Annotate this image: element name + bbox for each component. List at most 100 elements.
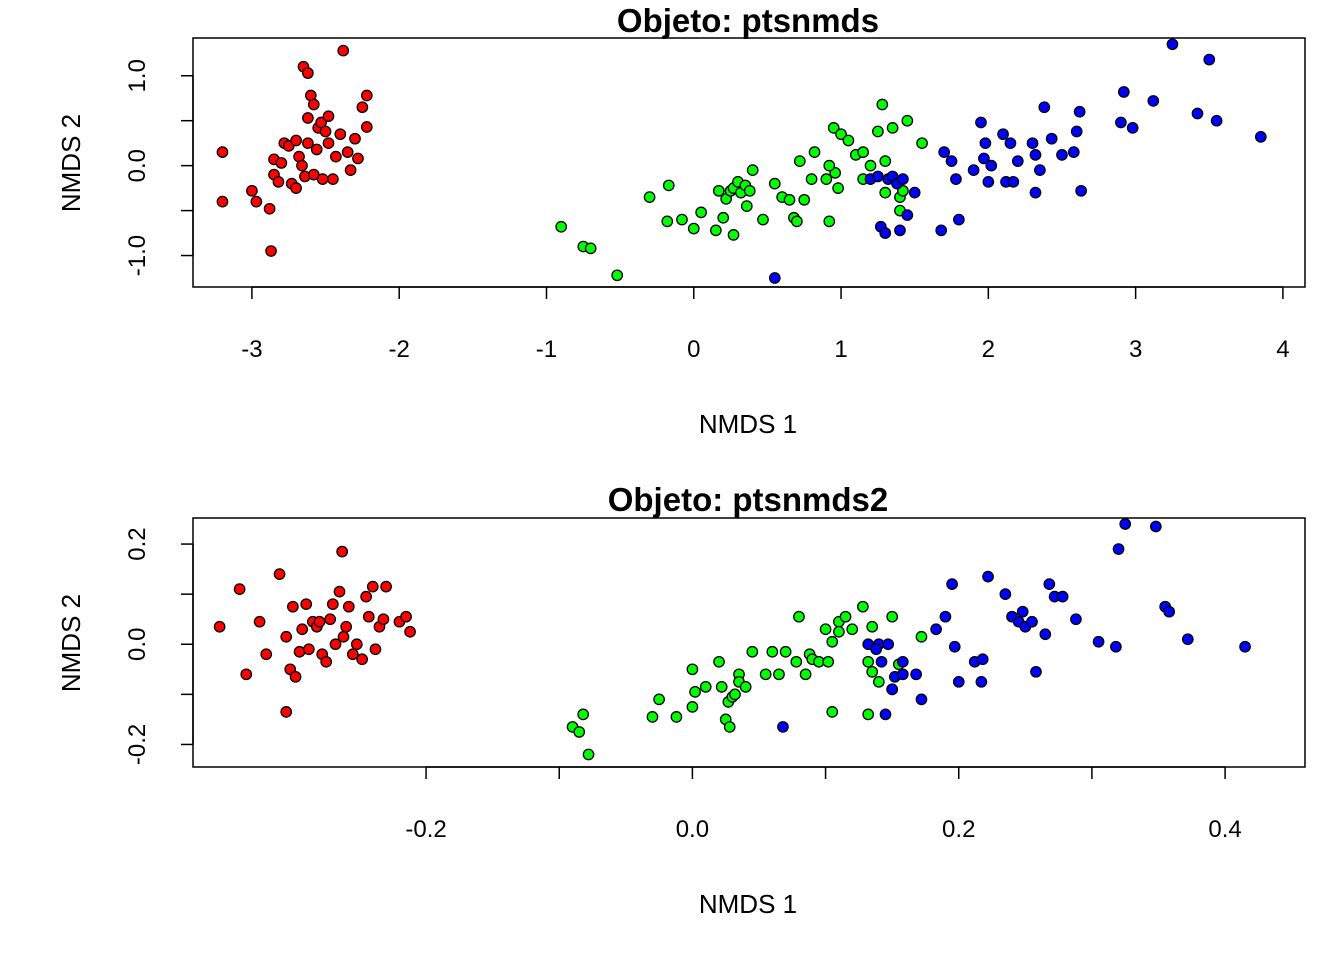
data-point	[333, 585, 346, 598]
data-point	[901, 114, 914, 127]
data-point	[653, 693, 665, 706]
data-point	[1056, 590, 1069, 603]
data-point	[1117, 86, 1130, 98]
data-point	[330, 150, 342, 163]
data-point	[404, 625, 416, 638]
data-point	[360, 121, 373, 133]
data-point	[799, 668, 812, 681]
data-point	[746, 645, 759, 658]
data-point	[886, 610, 899, 623]
data-point	[982, 175, 995, 188]
x-tick-label: 2	[982, 336, 995, 363]
data-point	[783, 193, 796, 206]
data-point	[953, 213, 965, 226]
data-point	[1070, 613, 1082, 626]
data-point	[356, 653, 368, 666]
data-point	[1011, 155, 1024, 168]
data-point	[250, 195, 263, 208]
data-point	[979, 137, 992, 150]
data-point	[1163, 605, 1176, 618]
data-point	[779, 645, 792, 658]
data-point	[773, 668, 785, 681]
data-point	[896, 655, 909, 668]
data-point	[310, 143, 323, 156]
x-tick-label: 0.0	[676, 816, 709, 843]
data-point	[1115, 116, 1127, 129]
chart-title: Objeto: ptsnmds2	[608, 481, 889, 518]
data-point	[555, 220, 568, 233]
x-tick-label: -3	[241, 336, 262, 363]
data-point	[740, 200, 753, 212]
data-point	[746, 164, 759, 176]
data-point	[1070, 125, 1083, 138]
data-point	[823, 215, 836, 228]
data-point	[808, 146, 821, 159]
y-axis-label: NMDS 2	[56, 594, 86, 692]
y-tick-label: 1.0	[124, 59, 151, 92]
data-point	[1254, 131, 1267, 143]
data-point	[950, 173, 962, 185]
data-point	[930, 623, 942, 636]
x-axis-label: NMDS 1	[699, 889, 797, 919]
x-axis: -3 -2 -1 0 1 2 3 4	[241, 286, 1290, 363]
data-point	[337, 44, 350, 57]
data-point	[1092, 635, 1105, 648]
data-point	[739, 680, 752, 693]
data-point	[835, 128, 847, 141]
data-point	[952, 675, 965, 688]
data-point	[290, 134, 302, 147]
data-point	[296, 623, 309, 636]
data-point	[329, 638, 342, 651]
data-point	[300, 598, 313, 611]
data-point	[319, 125, 332, 138]
data-point	[820, 173, 833, 185]
data-point	[886, 683, 899, 696]
data-point	[1056, 149, 1068, 161]
data-point	[1210, 114, 1223, 127]
data-point	[842, 134, 855, 147]
data-point	[611, 269, 624, 282]
data-point	[1166, 38, 1179, 51]
data-point	[1075, 184, 1087, 197]
data-point	[260, 648, 273, 661]
data-point	[689, 685, 701, 698]
data-point	[915, 630, 928, 643]
data-point	[1191, 107, 1204, 120]
data-point	[327, 173, 339, 185]
data-point	[975, 116, 987, 129]
data-point	[946, 578, 958, 590]
data-point	[302, 137, 314, 150]
data-point	[723, 721, 736, 733]
y-axis: -0.2 0.0 0.2	[124, 527, 194, 765]
data-point	[695, 206, 707, 219]
data-point	[978, 152, 990, 165]
data-point	[1149, 520, 1162, 533]
data-point	[646, 711, 659, 723]
data-point	[879, 227, 892, 239]
data-point	[910, 668, 922, 681]
data-point	[879, 186, 892, 199]
data-point	[908, 186, 921, 199]
data-point	[303, 643, 315, 656]
y-axis: -1.0 0.0 1.0	[124, 59, 194, 276]
data-point	[322, 110, 335, 123]
data-point	[362, 610, 375, 623]
data-point	[939, 610, 952, 623]
data-point	[686, 663, 699, 676]
data-point	[1043, 578, 1056, 590]
data-point	[791, 215, 803, 228]
data-point	[945, 155, 958, 168]
x-tick-label: 1	[834, 336, 847, 363]
data-point	[826, 635, 839, 648]
data-point	[337, 630, 350, 643]
points	[216, 38, 1267, 284]
data-point	[352, 152, 364, 165]
data-point	[870, 643, 883, 656]
data-point	[322, 137, 335, 150]
data-point	[727, 229, 740, 241]
data-point	[289, 670, 302, 683]
data-point	[766, 645, 779, 658]
data-point	[341, 146, 354, 159]
data-point	[326, 598, 339, 611]
